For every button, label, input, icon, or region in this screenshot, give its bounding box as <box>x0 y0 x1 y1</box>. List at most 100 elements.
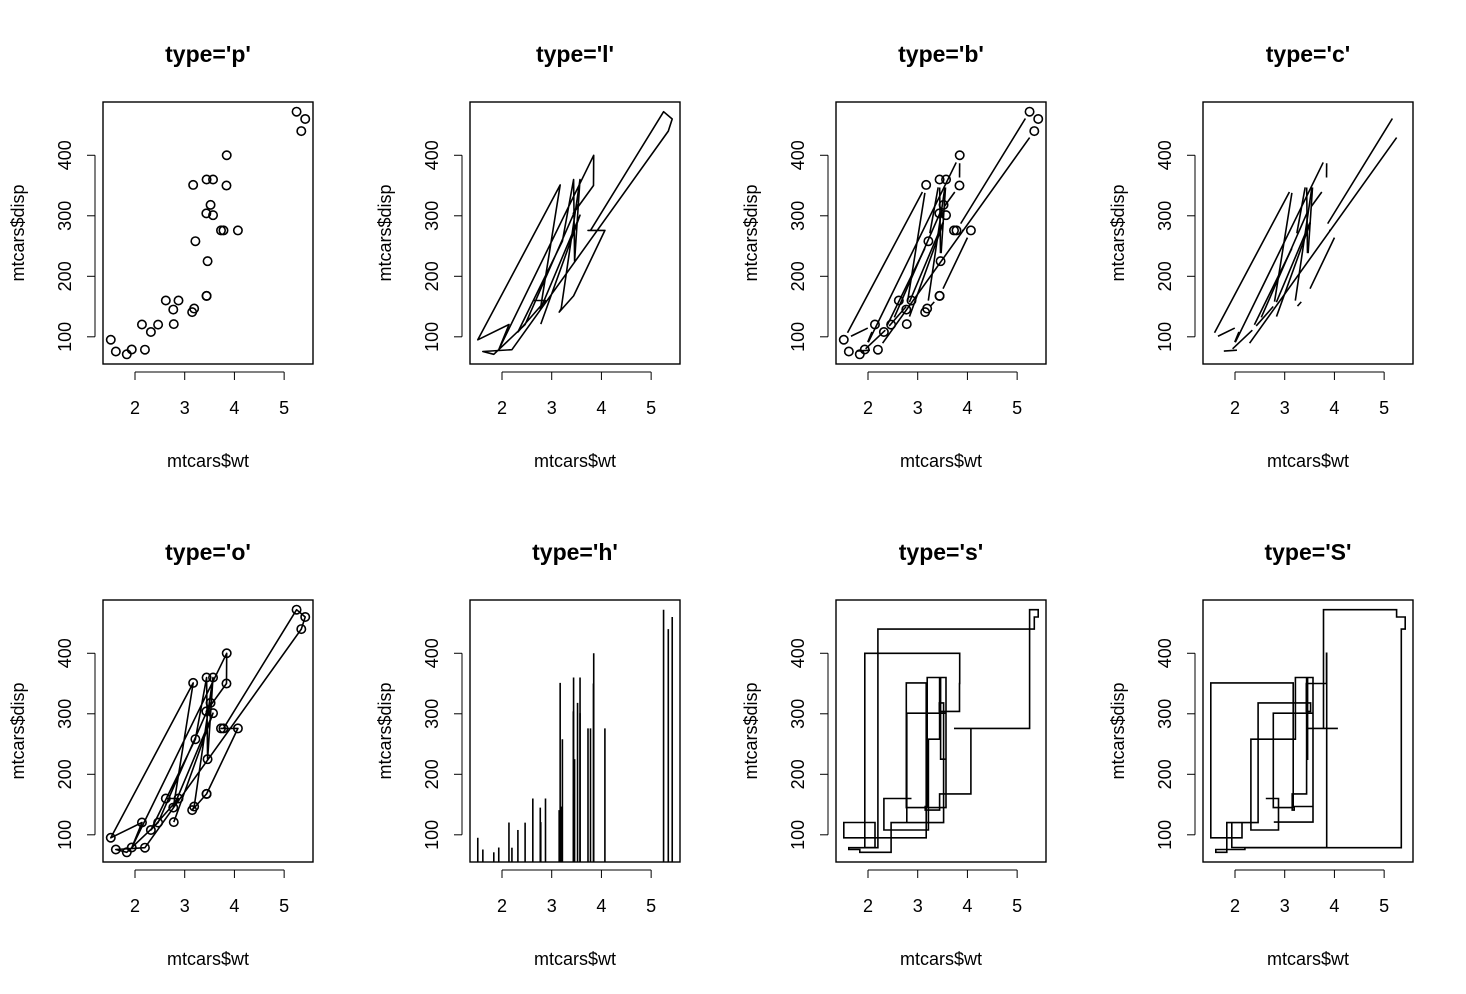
plot-frame <box>469 101 681 365</box>
plot-frame <box>1202 599 1414 863</box>
y-axis-label: mtcars$disp <box>8 682 28 779</box>
y-tick-label: 300 <box>55 699 75 729</box>
series-segment <box>1275 222 1312 317</box>
x-axis-label: mtcars$wt <box>900 949 982 969</box>
y-tick-label: 100 <box>788 820 808 850</box>
data-point <box>872 344 883 355</box>
plot-frame <box>835 599 1047 863</box>
data-point <box>202 256 213 267</box>
y-axis-label: mtcars$disp <box>1108 184 1128 281</box>
series-segment <box>867 331 873 343</box>
x-tick-label: 3 <box>1280 398 1290 418</box>
panel-title: type='s' <box>899 539 983 565</box>
y-tick-label: 300 <box>422 699 442 729</box>
series-segment <box>929 301 935 307</box>
y-tick-label: 300 <box>1155 699 1175 729</box>
panel-3: type='b' 2 3 4 5 100 200 300 400 mtcars$wt mtcars$… <box>741 41 1047 471</box>
panel-title: type='c' <box>1266 41 1350 67</box>
data-point <box>920 307 931 318</box>
series-segment <box>881 137 1031 344</box>
data-point <box>296 624 307 635</box>
y-tick-label: 400 <box>1155 638 1175 668</box>
panel-title: type='o' <box>165 539 251 565</box>
data-point <box>105 334 116 345</box>
series-segment <box>1273 192 1293 302</box>
x-tick-label: 2 <box>1230 398 1240 418</box>
x-axis-label: mtcars$wt <box>167 949 249 969</box>
data-point <box>201 208 212 219</box>
x-tick-label: 4 <box>962 896 972 916</box>
data-point <box>208 174 219 185</box>
data-point <box>187 307 198 318</box>
x-tick-label: 2 <box>497 896 507 916</box>
data-point <box>218 225 229 236</box>
y-tick-label: 100 <box>788 322 808 352</box>
panel-4: type='c' 2 3 4 5 100 200 300 400 mtcars$wt mtcars$… <box>1108 41 1414 471</box>
data-point <box>136 319 147 330</box>
series-segment <box>1275 222 1311 303</box>
data-point <box>208 210 219 221</box>
data-point <box>221 150 232 161</box>
data-point <box>136 817 147 828</box>
panel-7: type='s' 2 3 4 5 100 200 300 400 mtcars$wt mtcars$… <box>741 539 1047 969</box>
data-point <box>300 611 311 622</box>
data-point <box>168 304 179 315</box>
data-point <box>941 210 952 221</box>
series-segment <box>1217 327 1236 337</box>
panel-8: type='S' 2 3 4 5 100 200 300 400 mtcars$wt mtcars$… <box>1108 539 1414 969</box>
y-tick-label: 400 <box>422 140 442 170</box>
y-tick-label: 200 <box>788 261 808 291</box>
plot-area <box>842 608 1039 854</box>
x-tick-label: 4 <box>596 398 606 418</box>
y-tick-label: 200 <box>422 261 442 291</box>
series-segment <box>1294 187 1313 301</box>
series-segment <box>908 222 944 303</box>
series-segment <box>1255 305 1274 327</box>
data-point <box>901 319 912 330</box>
x-axis-label: mtcars$wt <box>534 451 616 471</box>
data-point <box>145 824 156 835</box>
data-point <box>153 817 164 828</box>
data-point <box>208 672 219 683</box>
plot-frame <box>835 101 1047 365</box>
data-point <box>201 672 212 683</box>
panel-5: type='o' 2 3 4 5 100 200 300 400 mtcars$wt mtcars$… <box>8 539 314 969</box>
x-tick-label: 3 <box>913 896 923 916</box>
data-point <box>208 708 219 719</box>
x-tick-label: 2 <box>497 398 507 418</box>
data-point <box>1029 126 1040 137</box>
data-point <box>941 174 952 185</box>
data-point <box>954 150 965 161</box>
data-point <box>300 113 311 124</box>
x-tick-label: 5 <box>1379 896 1389 916</box>
y-axis-label: mtcars$disp <box>741 184 761 281</box>
data-point <box>145 326 156 337</box>
y-tick-label: 300 <box>788 699 808 729</box>
panel-2: type='l' 2 3 4 5 100 200 300 400 mtcars$wt mtcars$… <box>375 41 681 471</box>
x-tick-label: 2 <box>863 398 873 418</box>
data-point <box>869 319 880 330</box>
series-segment <box>1248 137 1398 344</box>
data-point <box>954 180 965 191</box>
data-point <box>139 344 150 355</box>
data-point <box>205 199 216 210</box>
data-point <box>221 648 232 659</box>
data-point <box>110 346 121 357</box>
series-segment <box>1234 162 1324 343</box>
panel-6: type='h' 2 3 4 5 100 200 300 400 mtcars$wt mtcars$… <box>375 539 681 969</box>
series-segment <box>906 192 926 302</box>
panel-title: type='p' <box>165 41 251 67</box>
x-tick-label: 2 <box>863 896 873 916</box>
data-point <box>139 842 150 853</box>
data-point <box>187 805 198 816</box>
series-segment <box>1296 187 1306 234</box>
y-tick-label: 100 <box>55 322 75 352</box>
data-point <box>188 179 199 190</box>
y-tick-label: 400 <box>55 140 75 170</box>
plot-area <box>1213 118 1398 352</box>
y-axis-label: mtcars$disp <box>8 184 28 281</box>
x-tick-label: 5 <box>646 896 656 916</box>
data-point <box>201 174 212 185</box>
x-tick-label: 2 <box>1230 896 1240 916</box>
y-tick-label: 200 <box>422 759 442 789</box>
